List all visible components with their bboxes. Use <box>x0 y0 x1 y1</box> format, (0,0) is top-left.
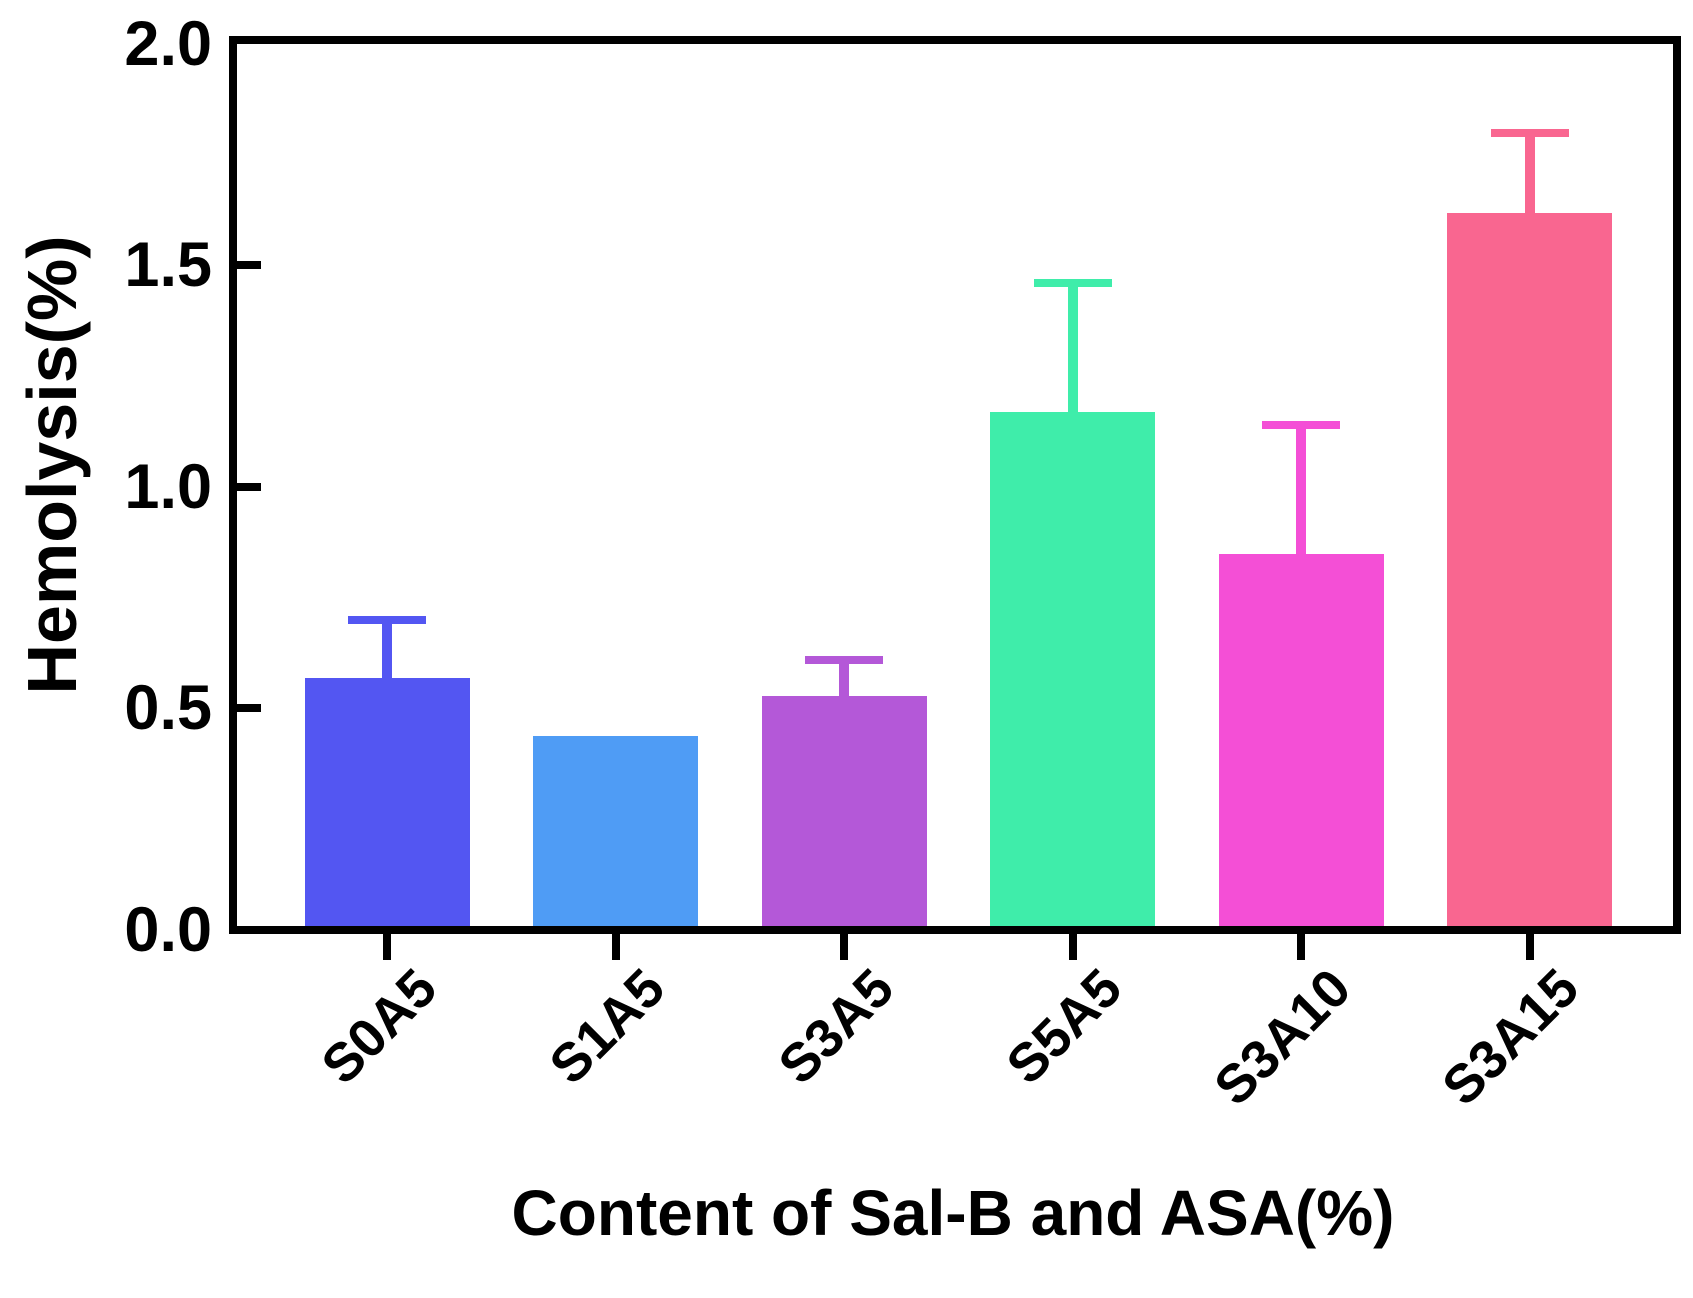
bar-s0a5 <box>305 678 470 926</box>
x-tick-s3a10 <box>1297 934 1305 960</box>
error-bar-cap-s3a10 <box>1262 421 1340 429</box>
y-tick-1.0 <box>237 483 261 491</box>
error-bar-cap-s3a15 <box>1491 129 1569 137</box>
x-tick-s0a5 <box>383 934 391 960</box>
x-tick-label-s5a5: S5A5 <box>995 957 1134 1096</box>
y-tick-1.5 <box>237 261 261 269</box>
x-tick-s3a15 <box>1526 934 1534 960</box>
bar-s1a5 <box>533 736 698 926</box>
error-bar-stem-s0a5 <box>382 620 392 698</box>
error-bar-cap-s3a5 <box>805 656 883 664</box>
bar-s3a15 <box>1447 213 1612 926</box>
error-bar-cap-s0a5 <box>348 616 426 624</box>
error-bar-stem-s3a15 <box>1525 133 1535 233</box>
x-tick-s1a5 <box>612 934 620 960</box>
x-tick-label-s3a5: S3A5 <box>767 957 906 1096</box>
y-tick-label-1.5: 1.5 <box>124 230 212 300</box>
x-tick-label-s0a5: S0A5 <box>310 957 449 1096</box>
x-axis-title: Content of Sal-B and ASA(%) <box>511 1177 1395 1249</box>
y-tick-0.5 <box>237 704 261 712</box>
error-bar-cap-s5a5 <box>1034 279 1112 287</box>
error-bar-stem-s5a5 <box>1068 283 1078 432</box>
x-tick-label-s1a5: S1A5 <box>538 957 677 1096</box>
y-tick-label-0.0: 0.0 <box>124 895 212 965</box>
bar-s3a10 <box>1219 554 1384 926</box>
y-tick-label-1.0: 1.0 <box>124 452 212 522</box>
x-tick-s3a5 <box>840 934 848 960</box>
bar-s5a5 <box>990 412 1155 926</box>
x-tick-label-s3a15: S3A15 <box>1431 957 1591 1117</box>
y-tick-label-0.5: 0.5 <box>124 673 212 743</box>
bar-s3a5 <box>762 696 927 926</box>
x-tick-label-s3a10: S3A10 <box>1202 957 1363 1117</box>
error-bar-stem-s3a10 <box>1296 425 1306 574</box>
x-tick-s5a5 <box>1069 934 1077 960</box>
plot-frame <box>229 36 1681 934</box>
error-bar-stem-s3a5 <box>839 660 849 716</box>
y-tick-label-2.0: 2.0 <box>124 9 212 79</box>
